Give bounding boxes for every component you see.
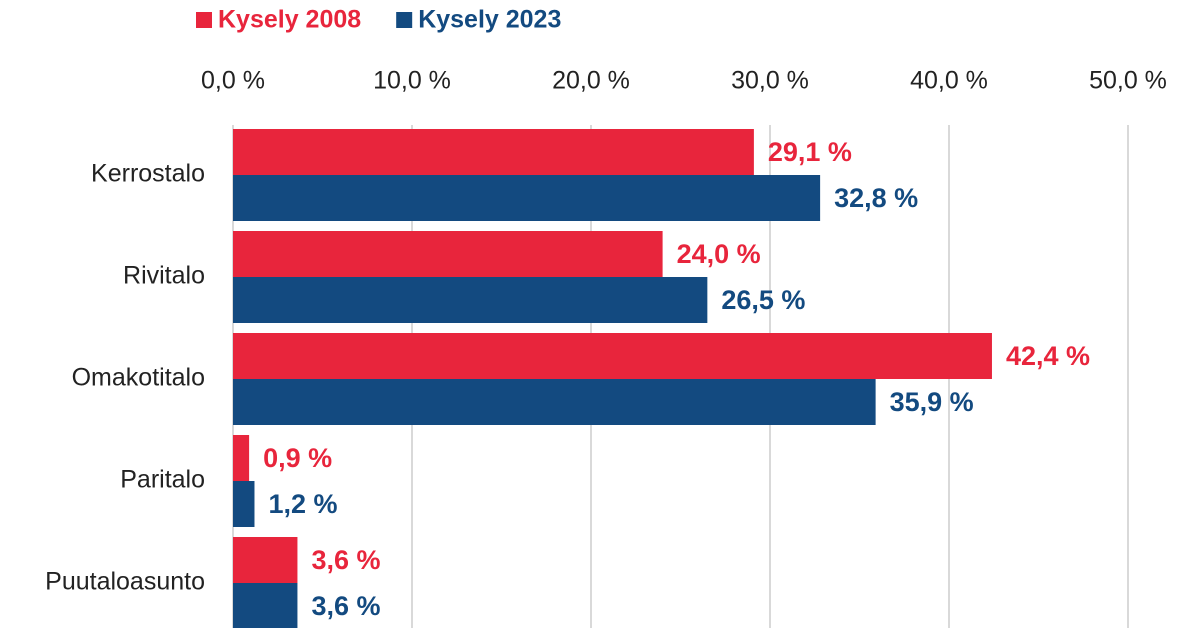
- bar: [233, 277, 708, 323]
- x-tick-label: 50,0 %: [1089, 67, 1167, 95]
- bar: [233, 175, 821, 221]
- bar: [233, 333, 992, 379]
- bar: [233, 435, 250, 481]
- bar: [233, 537, 298, 583]
- x-tick-label: 30,0 %: [731, 67, 809, 95]
- x-tick-label: 40,0 %: [910, 67, 988, 95]
- legend-swatch: [196, 12, 212, 28]
- y-tick-label: Paritalo: [120, 466, 205, 494]
- bar: [233, 231, 663, 277]
- x-tick-label: 10,0 %: [373, 67, 451, 95]
- bar: [233, 481, 255, 527]
- y-tick-label: Puutaloasunto: [45, 568, 205, 596]
- data-label: 3,6 %: [311, 545, 380, 575]
- data-label: 42,4 %: [1006, 341, 1090, 371]
- x-tick-label: 20,0 %: [552, 67, 630, 95]
- y-tick-label: Omakotitalo: [72, 364, 205, 392]
- data-label: 35,9 %: [890, 387, 974, 417]
- x-tick-label: 0,0 %: [201, 67, 265, 95]
- data-label: 24,0 %: [677, 239, 761, 269]
- legend-swatch: [396, 12, 413, 28]
- data-label: 29,1 %: [768, 137, 852, 167]
- data-label: 32,8 %: [834, 183, 918, 213]
- bar: [233, 583, 298, 628]
- data-label: 1,2 %: [268, 489, 337, 519]
- data-label: 0,9 %: [263, 443, 332, 473]
- data-label: 26,5 %: [721, 285, 805, 315]
- data-label: 3,6 %: [311, 591, 380, 621]
- legend-label: Kysely 2023: [418, 6, 561, 34]
- y-tick-label: Rivitalo: [123, 262, 205, 290]
- legend-label: Kysely 2008: [218, 6, 361, 34]
- bar: [233, 379, 876, 425]
- bar: [233, 129, 754, 175]
- y-tick-label: Kerrostalo: [91, 160, 205, 188]
